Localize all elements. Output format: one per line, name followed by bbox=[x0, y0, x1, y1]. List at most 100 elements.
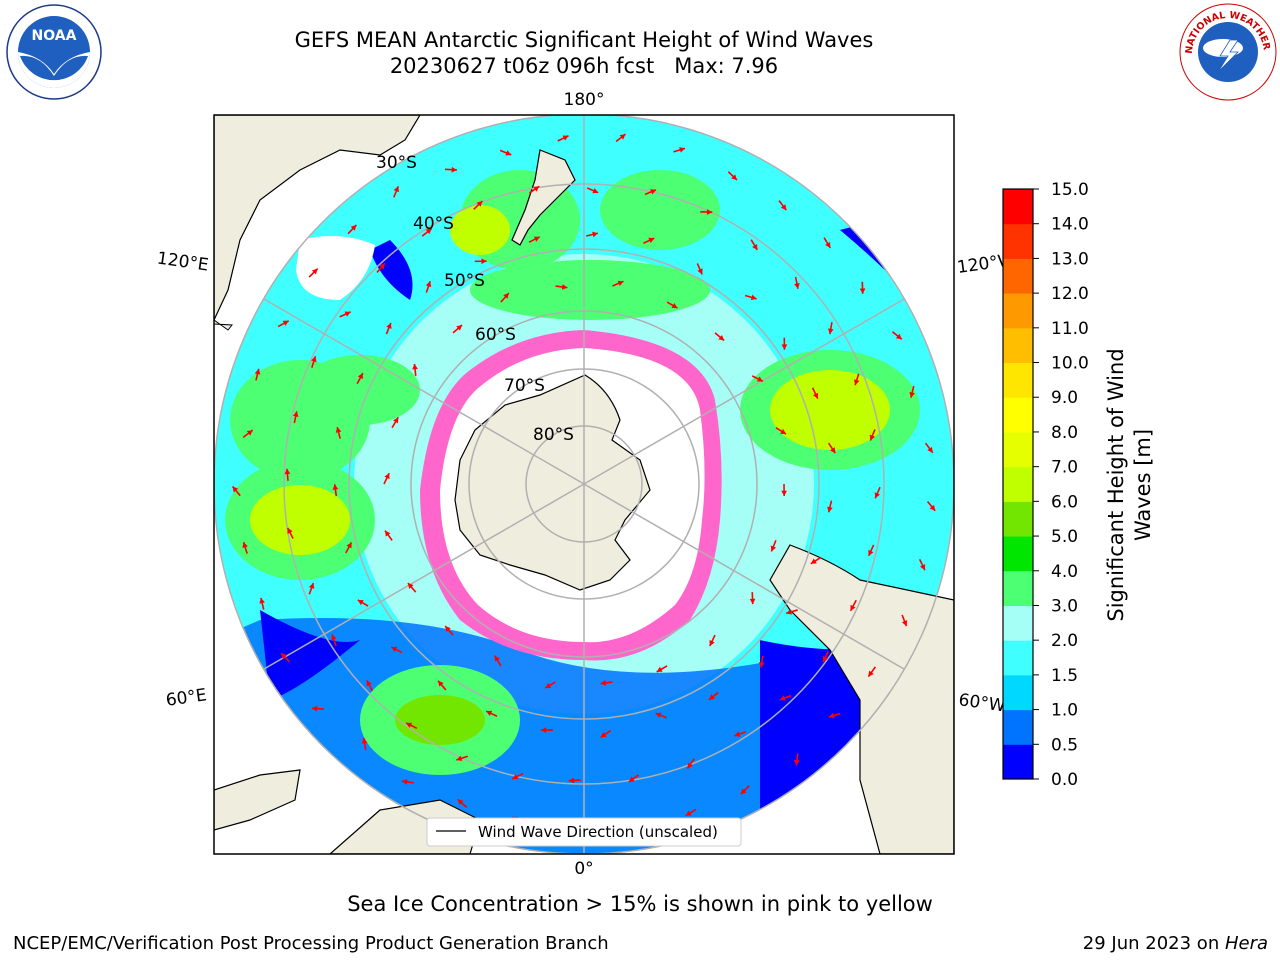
wind-wave-arrowhead bbox=[425, 228, 432, 235]
wind-wave-arrowhead bbox=[734, 731, 741, 737]
wind-wave-arrowhead bbox=[331, 634, 337, 641]
wave-min-southwest bbox=[260, 610, 360, 700]
wind-wave-arrowhead bbox=[393, 417, 399, 424]
lat-label-50s: 50°S bbox=[444, 271, 485, 291]
wind-wave-arrowhead bbox=[868, 549, 874, 556]
lon-label-0: 0° bbox=[574, 859, 593, 879]
land-australia-partial bbox=[214, 115, 421, 321]
wind-wave-arrowhead bbox=[451, 166, 457, 173]
colorbar-tick-label: 15.0 bbox=[1051, 180, 1089, 200]
wind-wave-arrowhead bbox=[752, 243, 758, 250]
wind-wave-arrowhead bbox=[385, 530, 391, 537]
wind-wave-arrowhead bbox=[366, 680, 372, 687]
wind-wave-arrowhead bbox=[357, 599, 364, 606]
chart-title: GEFS MEAN Antarctic Significant Height o… bbox=[294, 28, 874, 52]
wind-wave-arrowhead bbox=[412, 363, 418, 370]
lon-label-180: 180° bbox=[564, 90, 605, 110]
machine-name: Hera bbox=[1224, 933, 1268, 954]
nws-logo: NATIONAL WEATHER SERVICE bbox=[1178, 2, 1277, 101]
colorbar-tick-label: 11.0 bbox=[1051, 319, 1089, 339]
wind-wave-arrowhead bbox=[628, 776, 635, 782]
colorbar-tick-label: 9.0 bbox=[1051, 388, 1078, 408]
wind-wave-arrowhead bbox=[344, 311, 351, 317]
wind-wave-arrowhead bbox=[503, 293, 509, 299]
colorbar: 0.0 0.5 1.0 1.5 2.0 3.0 4.0 5.0 6.0 7.0 8.0 9.0 10.0… bbox=[1002, 180, 1155, 790]
wind-wave-arrowhead bbox=[671, 302, 678, 309]
colorbar-tick-label: 12.0 bbox=[1051, 284, 1089, 304]
wind-wave-arrowhead bbox=[656, 666, 663, 672]
wave-band-8 bbox=[470, 260, 710, 320]
wind-wave-arrowhead bbox=[282, 320, 289, 326]
wind-wave-arrowhead bbox=[617, 280, 624, 287]
wind-wave-arrowhead bbox=[242, 542, 248, 549]
wind-wave-arrowhead bbox=[868, 670, 874, 677]
colorbar-tick-label: 0.0 bbox=[1051, 770, 1078, 790]
wind-wave-arrowhead bbox=[592, 231, 598, 238]
wind-wave-arrowhead bbox=[648, 237, 655, 244]
wind-wave-arrowhead bbox=[780, 428, 787, 435]
wind-wave-arrowhead bbox=[929, 504, 936, 511]
legend-label: Wind Wave Direction (unscaled) bbox=[478, 823, 718, 841]
chart-subtitle: 20230627 t06z 096h fcst Max: 7.96 bbox=[389, 54, 779, 78]
lon-label-120e: 120°E bbox=[156, 249, 210, 276]
wind-wave-arrowhead bbox=[386, 322, 392, 329]
wind-wave-arrowhead bbox=[697, 268, 703, 275]
colorbar-segment bbox=[1003, 431, 1033, 468]
wind-wave-arrowhead bbox=[350, 224, 357, 231]
wind-wave-arrowhead bbox=[425, 281, 432, 288]
wind-wave-arrowhead bbox=[494, 655, 500, 662]
wind-wave-arrowhead bbox=[869, 434, 876, 441]
colorbar-segment bbox=[1003, 744, 1033, 780]
colorbar-ticks: 0.0 0.5 1.0 1.5 2.0 3.0 4.0 5.0 6.0 7.0 8.0 9.0 10.0… bbox=[1033, 180, 1089, 790]
colorbar-segment bbox=[1003, 570, 1033, 606]
wind-wave-arrowhead bbox=[619, 134, 626, 140]
wind-wave-arrowhead bbox=[545, 682, 552, 689]
wind-wave-arrowhead bbox=[810, 558, 817, 564]
wind-wave-arrowhead bbox=[561, 284, 568, 290]
wind-wave-arrowhead bbox=[781, 344, 788, 350]
wind-wave-arrowhead bbox=[850, 604, 856, 611]
wind-wave-arrowhead bbox=[384, 473, 390, 480]
wind-wave-arrowhead bbox=[853, 379, 860, 386]
colorbar-segment bbox=[1003, 536, 1033, 572]
wind-wave-arrowhead bbox=[859, 288, 866, 294]
lon-label-60e: 60°E bbox=[165, 685, 208, 710]
lat-label-70s: 70°S bbox=[504, 376, 545, 396]
wind-wave-arrowhead bbox=[709, 639, 715, 646]
lat-label-80s: 80°S bbox=[533, 425, 574, 445]
lat-label-30s: 30°S bbox=[376, 153, 417, 173]
lat-label-40s: 40°S bbox=[413, 214, 454, 234]
wind-wave-arrowhead bbox=[284, 468, 291, 475]
colorbar-segments bbox=[1003, 189, 1033, 780]
land-africa-east bbox=[214, 769, 301, 831]
wind-wave-arrowhead bbox=[827, 328, 834, 335]
colorbar-tick-label: 7.0 bbox=[1051, 458, 1078, 478]
wind-wave-arrowhead bbox=[781, 490, 787, 496]
wind-wave-arrowhead bbox=[505, 150, 512, 156]
wind-wave-arrowhead bbox=[779, 695, 786, 701]
wind-wave-arrowhead bbox=[749, 598, 756, 605]
wind-wave-arrowhead bbox=[401, 779, 408, 785]
wind-wave-arrowhead bbox=[600, 732, 607, 738]
wind-wave-arrowhead bbox=[445, 626, 451, 632]
colorbar-tick-label: 0.5 bbox=[1051, 735, 1078, 755]
date-text: 29 Jun 2023 on Hera bbox=[1083, 933, 1268, 954]
wind-wave-arrowhead bbox=[568, 777, 575, 784]
wind-wave-arrowhead bbox=[232, 486, 239, 493]
wind-wave-arrowhead bbox=[600, 680, 607, 686]
colorbar-tick-label: 3.0 bbox=[1051, 596, 1078, 616]
colorbar-segment bbox=[1003, 223, 1033, 259]
wave-peak-3 bbox=[395, 695, 485, 745]
wind-wave-arrowhead bbox=[895, 333, 902, 340]
meridian-120w bbox=[583, 298, 905, 485]
date-prefix: 29 Jun 2023 on bbox=[1082, 933, 1225, 954]
wind-wave-arrowhead bbox=[407, 583, 414, 589]
wind-wave-arrowhead bbox=[308, 582, 315, 589]
colorbar-segment bbox=[1003, 397, 1033, 433]
colorbar-label-line1: Significant Height of Wind bbox=[1104, 348, 1128, 621]
wind-wave-arrowhead bbox=[655, 712, 662, 718]
wind-wave-arrowhead bbox=[731, 174, 738, 181]
wave-min-north bbox=[370, 240, 413, 300]
meridian-60w bbox=[583, 483, 905, 670]
wind-wave-arrowhead bbox=[311, 268, 318, 275]
